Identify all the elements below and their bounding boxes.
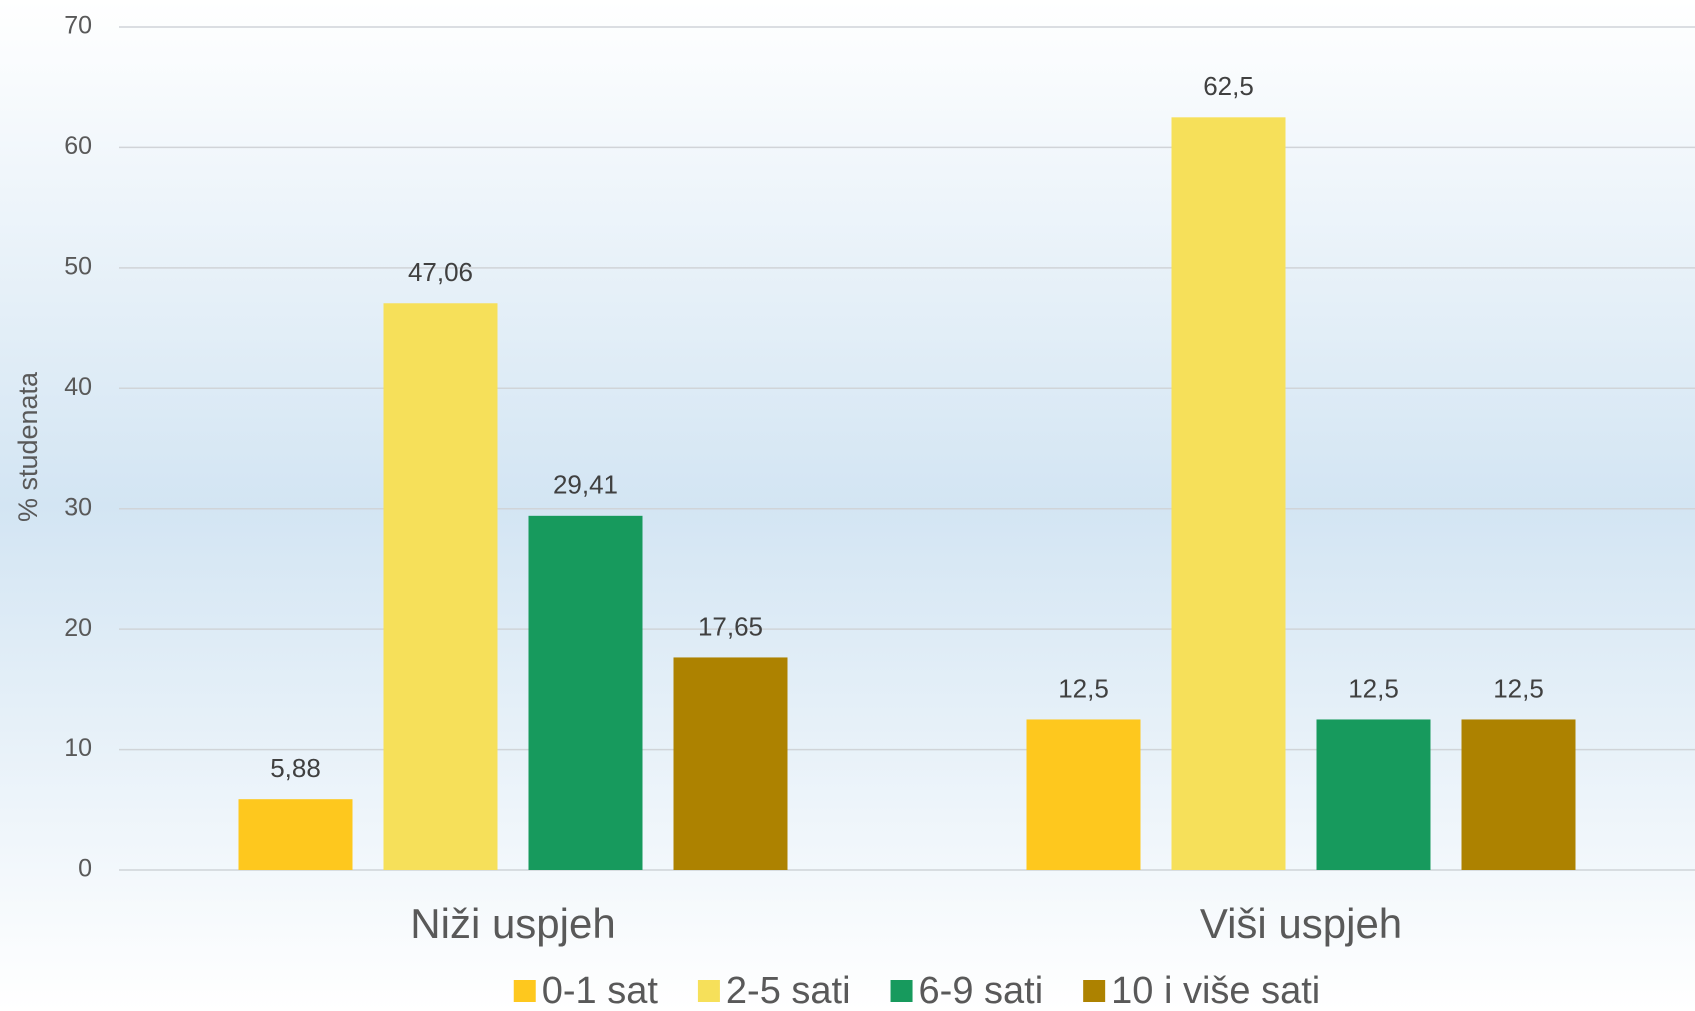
data-label: 5,88 [270,753,321,783]
legend-swatch [697,980,720,1002]
x-tick-label: Niži uspjeh [410,900,615,947]
bar [528,515,643,870]
y-tick-label: 0 [78,855,92,883]
bar [1026,719,1141,870]
y-tick-label: 10 [64,734,92,762]
y-tick-label: 50 [64,252,92,280]
legend-label: 10 i više sati [1111,970,1320,1011]
data-label: 17,65 [698,611,763,641]
bar [383,303,498,870]
y-tick-label: 40 [64,373,92,401]
data-label: 62,5 [1203,71,1254,101]
y-tick-label: 70 [64,12,92,40]
legend-swatch [1083,980,1106,1002]
bar [238,799,353,870]
y-tick-label: 60 [64,132,92,160]
bar [673,657,788,870]
legend-swatch [513,980,536,1002]
y-tick-label: 30 [64,493,92,521]
data-label: 29,41 [553,470,618,500]
bar [1316,719,1431,870]
legend-label: 2-5 sati [726,970,851,1011]
legend-label: 6-9 sati [919,970,1044,1011]
data-label: 12,5 [1348,673,1399,703]
data-label: 12,5 [1493,673,1544,703]
legend-swatch [890,980,913,1002]
data-label: 12,5 [1058,673,1109,703]
y-tick-label: 20 [64,614,92,642]
y-axis-label: % studenata [13,371,43,522]
bar [1461,719,1576,870]
bar [1171,117,1286,871]
data-label: 47,06 [408,257,473,287]
x-tick-label: Viši uspjeh [1200,900,1402,947]
legend-label: 0-1 sat [542,970,659,1011]
